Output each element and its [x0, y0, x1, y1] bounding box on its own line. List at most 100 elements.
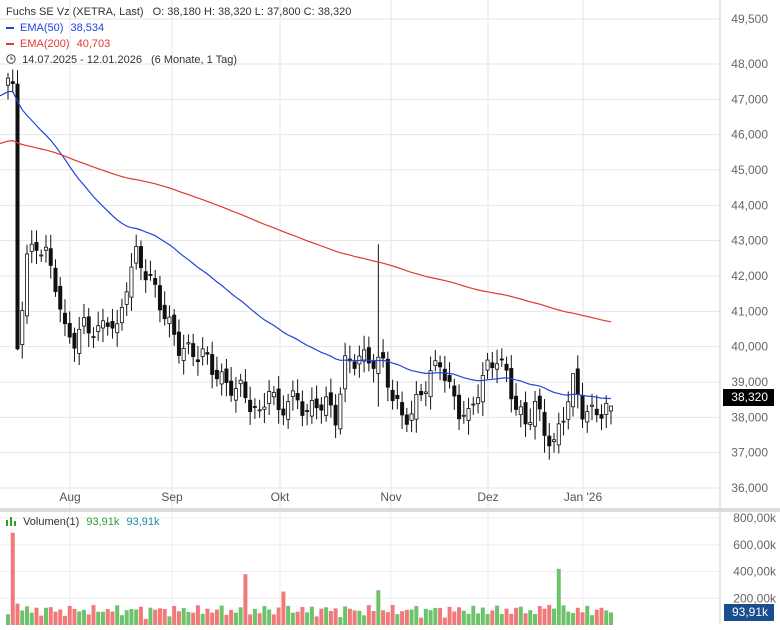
volume-bar: [514, 607, 519, 625]
volume-bar: [167, 616, 172, 625]
bar-chart-icon: [6, 517, 16, 526]
candle-body: [514, 395, 519, 410]
candle-body: [62, 312, 67, 325]
candle-body: [428, 370, 433, 398]
candle-body: [371, 360, 376, 369]
candle-body: [400, 402, 405, 416]
volume-bar: [395, 614, 400, 625]
legend-ohlc: O: 38,180 H: 38,320 L: 37,800 C: 38,320: [152, 6, 352, 18]
candle-body: [48, 248, 53, 266]
volume-bar: [214, 609, 219, 625]
volume-bar: [580, 612, 585, 625]
volume-bar: [15, 603, 20, 625]
legend-range-row: 14.07.2025 - 12.01.2026 (6 Monate, 1 Tag…: [6, 52, 237, 68]
volume-bar: [547, 604, 552, 625]
volume-bar: [34, 607, 39, 625]
candle-body: [609, 405, 614, 412]
volume-bar: [257, 613, 262, 625]
volume-bar: [248, 614, 253, 625]
volume-bar: [438, 607, 443, 625]
candle-body: [110, 321, 115, 329]
price-tick-label: 48,000: [731, 57, 768, 71]
volume-bar: [362, 615, 367, 625]
volume-bar: [428, 610, 433, 625]
candle-body: [376, 356, 381, 374]
candle-body: [381, 352, 386, 359]
volume-bar: [457, 607, 462, 625]
price-tick-label: 42,000: [731, 269, 768, 283]
candle-body: [176, 331, 181, 356]
volume-bar: [419, 617, 424, 625]
volume-bar: [504, 608, 509, 625]
legend-ema200-row[interactable]: EMA(200) 40,703: [6, 36, 110, 52]
candle-body: [490, 362, 495, 369]
volume-bar: [338, 617, 343, 625]
volume-bar: [110, 611, 115, 625]
volume-bar: [452, 611, 457, 625]
candle-body: [167, 316, 172, 325]
clock-icon: [6, 54, 16, 64]
volume-bar: [72, 609, 77, 625]
candle-body: [319, 404, 324, 411]
candle-body: [233, 388, 238, 401]
candle-body: [81, 317, 86, 327]
x-tick-label: Jan '26: [564, 490, 603, 504]
pane-divider: [0, 508, 780, 512]
candle-body: [542, 412, 547, 436]
volume-bar: [556, 568, 561, 625]
candle-body: [438, 362, 443, 368]
volume-legend[interactable]: Volumen(1) 93,91k 93,91k: [6, 516, 160, 528]
volume-bar: [575, 607, 580, 625]
volume-bar: [143, 618, 148, 625]
price-tick-label: 43,000: [731, 234, 768, 248]
candle-body: [599, 414, 604, 419]
volume-tick-label: 400,00k: [733, 565, 777, 579]
x-tick-label: Aug: [59, 490, 80, 504]
candle-body: [257, 409, 262, 412]
legend-title: Fuchs SE Vz (XETRA, Last): [6, 6, 144, 18]
last-price-tag: 38,320: [723, 389, 774, 406]
candle-body: [523, 402, 528, 425]
volume-bar: [6, 614, 10, 625]
volume-bar: [53, 611, 58, 625]
candle-body: [504, 363, 509, 371]
volume-bar: [81, 609, 86, 625]
candle-body: [452, 385, 457, 397]
legend-ema50-row[interactable]: EMA(50) 38,534: [6, 20, 104, 36]
candle-body: [267, 391, 272, 404]
volume-bar: [48, 607, 53, 625]
volume-bar: [518, 606, 523, 625]
candle-body: [281, 408, 286, 416]
volume-bar: [148, 607, 153, 625]
candle-body: [594, 408, 599, 416]
candle-body: [309, 400, 314, 417]
volume-bar: [466, 613, 471, 625]
volume-bar: [376, 590, 381, 625]
volume-bar: [433, 607, 438, 625]
candle-body: [447, 374, 452, 382]
candle-body: [195, 359, 200, 363]
volume-bar: [305, 612, 310, 625]
volume-bar: [471, 605, 476, 625]
candle-body: [124, 291, 129, 305]
volume-bar: [138, 606, 143, 625]
volume-bar: [533, 614, 538, 625]
ema200-line: [0, 139, 612, 323]
volume-bar: [409, 609, 414, 625]
volume-bar: [352, 610, 357, 625]
candle-body: [537, 395, 542, 410]
candle-body: [252, 406, 257, 408]
candle-body: [248, 399, 253, 413]
volume-bar: [24, 606, 29, 625]
candle-body: [571, 373, 576, 408]
candle-body: [205, 352, 210, 355]
volume-bar: [67, 605, 72, 625]
volume-value-2: 93,91k: [126, 516, 160, 528]
volume-bar: [561, 605, 566, 625]
volume-bar: [286, 605, 291, 625]
candle-body: [604, 402, 609, 415]
volume-bar: [442, 617, 447, 625]
volume-bar: [343, 606, 348, 625]
volume-bar: [381, 610, 386, 625]
candle-body: [305, 410, 310, 412]
